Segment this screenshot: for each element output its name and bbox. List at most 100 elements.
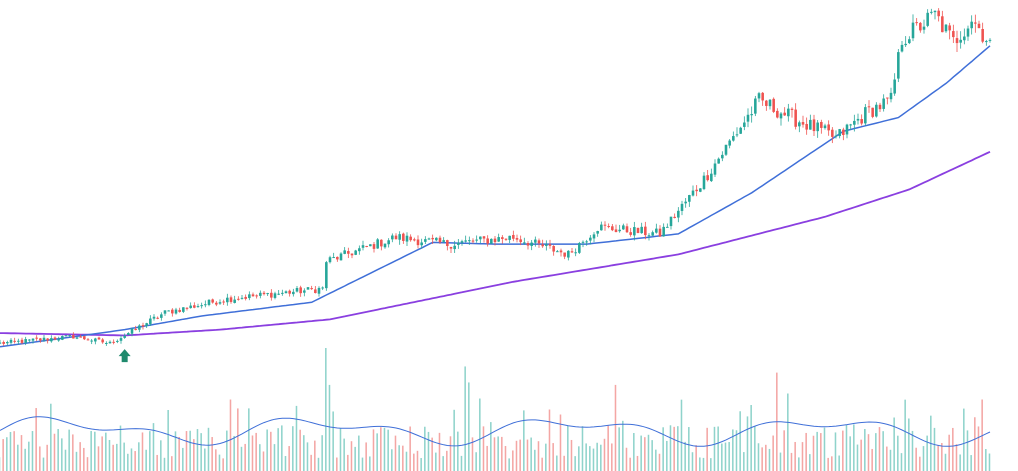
volume-bar bbox=[724, 442, 727, 471]
candle-body bbox=[963, 36, 966, 41]
volume-bar bbox=[101, 436, 103, 471]
volume-bar bbox=[941, 443, 943, 471]
volume-bar bbox=[50, 403, 52, 471]
candle-body bbox=[952, 31, 955, 38]
candle-body bbox=[266, 293, 269, 295]
volume-bar bbox=[204, 448, 206, 471]
candle-body bbox=[321, 287, 324, 289]
candle-body bbox=[666, 226, 669, 228]
candle-body bbox=[468, 240, 471, 242]
candle-body bbox=[508, 235, 511, 240]
volume-bar bbox=[820, 433, 822, 471]
candle-body bbox=[108, 341, 112, 344]
volume-bar bbox=[39, 446, 41, 471]
candle-body bbox=[607, 226, 610, 228]
volume-bar bbox=[765, 444, 767, 471]
volume-bar bbox=[361, 457, 364, 471]
volume-bar bbox=[178, 436, 180, 471]
volume-bar bbox=[273, 444, 276, 471]
candle-body bbox=[988, 39, 992, 41]
candle-body bbox=[64, 335, 68, 337]
candle-body bbox=[314, 289, 317, 294]
candle-body bbox=[680, 203, 684, 211]
candle-body bbox=[893, 79, 896, 94]
volume-bar bbox=[240, 446, 243, 471]
volume-bar bbox=[669, 425, 672, 471]
volume-bar bbox=[130, 448, 133, 471]
slow-ma-line bbox=[0, 150, 991, 337]
candle-body bbox=[39, 338, 42, 341]
candle-body bbox=[57, 339, 60, 341]
volume-bar bbox=[622, 420, 624, 471]
volume-bar bbox=[380, 427, 382, 471]
candle-body bbox=[974, 22, 977, 24]
candle-body bbox=[449, 247, 453, 249]
candle-body bbox=[361, 245, 365, 248]
volume-bar bbox=[321, 435, 323, 471]
volume-bar bbox=[182, 447, 184, 471]
volume-bar bbox=[453, 409, 455, 471]
candle-body bbox=[497, 237, 500, 242]
volume-bar bbox=[420, 458, 422, 471]
candle-body bbox=[240, 297, 244, 299]
candle-body bbox=[317, 287, 321, 294]
volume-bar bbox=[677, 426, 679, 471]
candles bbox=[0, 8, 992, 346]
candle-body bbox=[596, 231, 599, 234]
candle-body bbox=[523, 242, 526, 244]
volume-bar bbox=[105, 432, 107, 471]
candle-body bbox=[919, 22, 922, 31]
candle-body bbox=[354, 250, 357, 255]
candle-body bbox=[152, 316, 156, 319]
candle-body bbox=[640, 226, 643, 234]
candle-body bbox=[35, 337, 38, 339]
volume-bar bbox=[757, 443, 760, 471]
volume-bar bbox=[9, 431, 12, 471]
volume-bar bbox=[229, 399, 232, 471]
candle-body bbox=[768, 99, 772, 107]
candle-body bbox=[933, 10, 937, 13]
volume-bar bbox=[882, 431, 884, 471]
volume-bar bbox=[644, 437, 646, 471]
volume-bar bbox=[878, 427, 881, 471]
volume-bar bbox=[545, 443, 547, 471]
candle-body bbox=[339, 253, 343, 261]
volume-bar bbox=[750, 405, 752, 471]
volume-bar bbox=[90, 430, 92, 471]
candle-body bbox=[563, 252, 566, 257]
volume-bar bbox=[955, 444, 958, 471]
volume-bar bbox=[794, 441, 796, 471]
candle-body bbox=[490, 238, 493, 244]
candle-body bbox=[831, 129, 834, 137]
candle-body bbox=[303, 290, 306, 293]
volume-bar bbox=[398, 445, 400, 471]
candle-body bbox=[948, 25, 951, 31]
volume-bar bbox=[468, 382, 470, 471]
volume-bar bbox=[548, 409, 551, 471]
candle-body bbox=[537, 240, 541, 244]
volume-bar bbox=[68, 429, 70, 471]
candle-body bbox=[402, 233, 405, 241]
volume-bar bbox=[743, 452, 745, 471]
volume-bar bbox=[933, 427, 936, 471]
volume-bar bbox=[424, 426, 426, 471]
volume-bar bbox=[394, 435, 397, 471]
candle-body bbox=[383, 243, 387, 248]
volume-bar bbox=[867, 434, 870, 471]
volume-bar bbox=[592, 448, 595, 471]
candle-body bbox=[798, 122, 801, 127]
candle-body bbox=[794, 109, 797, 127]
volume-bar bbox=[589, 446, 591, 471]
candle-body bbox=[127, 333, 130, 336]
volume-bar bbox=[666, 440, 668, 471]
volume-bar bbox=[787, 393, 789, 471]
volume-bar bbox=[251, 435, 254, 471]
candle-body bbox=[53, 337, 57, 340]
volume-bar bbox=[486, 445, 488, 471]
volume-bar bbox=[284, 456, 287, 471]
candle-body bbox=[475, 239, 478, 241]
candle-body bbox=[501, 237, 504, 240]
volume-bar bbox=[625, 447, 628, 471]
volume-bar bbox=[112, 444, 114, 471]
buy-signal-arrow-icon bbox=[118, 349, 131, 363]
